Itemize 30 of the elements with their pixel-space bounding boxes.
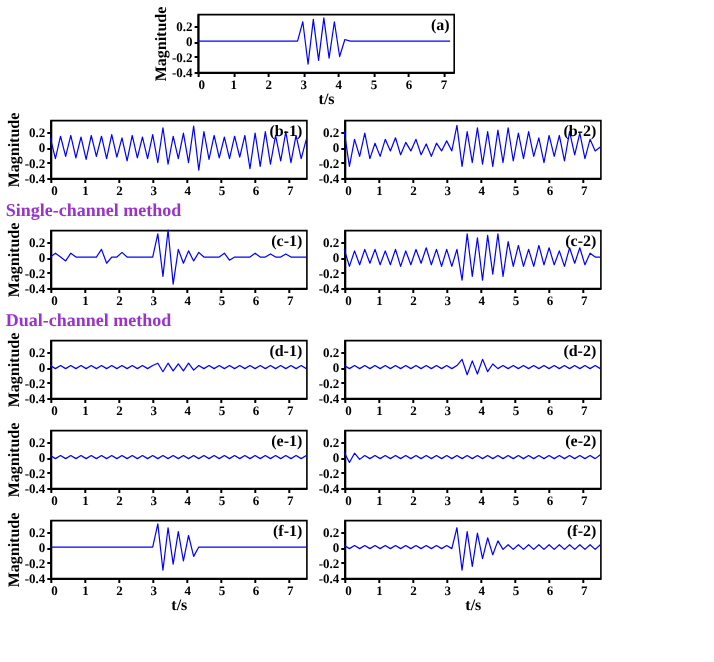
annotation: (a) (430, 16, 451, 34)
annotation: (c-2) (565, 232, 597, 250)
x-axis-title: t/s (171, 596, 188, 614)
line-series (343, 124, 601, 167)
line-series (49, 523, 307, 571)
line-series (343, 358, 601, 376)
x-axis-title: t/s (465, 596, 482, 614)
line-series (343, 527, 601, 571)
annotation: (d-2) (563, 342, 597, 360)
x-axis-title: t/s (318, 90, 335, 108)
y-axis-title: Magnitude (4, 511, 23, 588)
line-series (197, 17, 451, 65)
annotation: (b-2) (563, 122, 597, 140)
annotation: (e-1) (271, 432, 303, 450)
annotation: (b-1) (269, 122, 303, 140)
line-series (343, 233, 601, 281)
annotation: (d-1) (269, 342, 303, 360)
y-axis-title: Magnitude (4, 111, 23, 188)
y-axis-title: Magnitude (4, 331, 23, 408)
y-axis-title: Magnitude (152, 5, 171, 82)
chart-title: Dual-channel method (5, 309, 172, 330)
annotation: (f-1) (272, 522, 303, 540)
line-series (49, 125, 307, 171)
chart-title: Single-channel method (5, 199, 182, 220)
y-axis-title: Magnitude (4, 221, 23, 298)
line-series (49, 229, 307, 285)
annotation: (f-2) (566, 522, 597, 540)
annotation: (e-2) (565, 432, 597, 450)
annotation: (c-1) (271, 232, 303, 250)
y-axis-title: Magnitude (4, 421, 23, 498)
